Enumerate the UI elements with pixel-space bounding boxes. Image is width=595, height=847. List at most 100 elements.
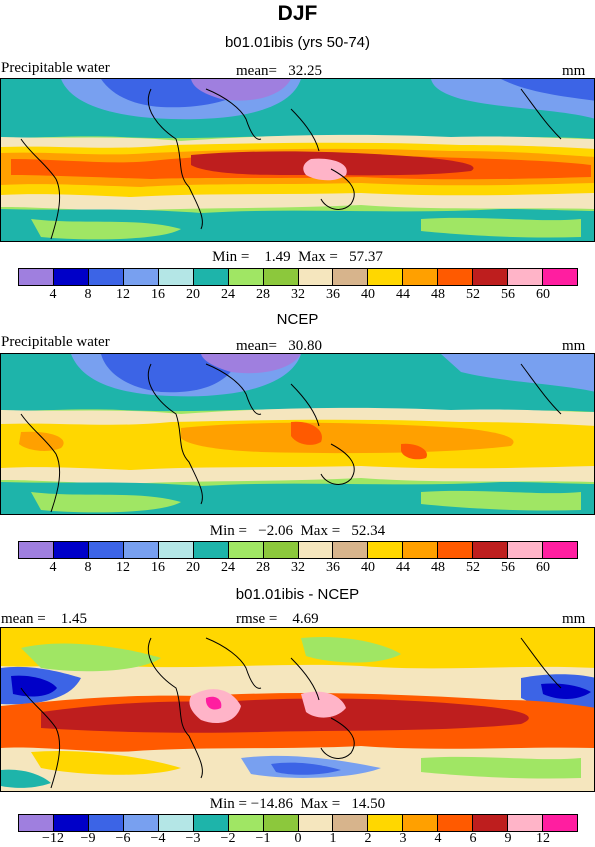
colorbar-tick-label: 12 xyxy=(536,831,550,846)
colorbar-swatch xyxy=(158,815,194,831)
colorbar-tick-label: 36 xyxy=(326,560,340,575)
colorbar-swatch xyxy=(88,269,124,285)
colorbar-swatch xyxy=(158,269,194,285)
panel-1-map xyxy=(0,78,595,242)
panel-1-colorbar xyxy=(18,268,578,286)
colorbar-swatch xyxy=(88,815,124,831)
colorbar-swatch xyxy=(19,815,54,831)
colorbar-swatch xyxy=(403,542,439,558)
colorbar-tick-label: 16 xyxy=(151,287,165,302)
colorbar-swatch xyxy=(368,542,404,558)
colorbar-tick-label: 4 xyxy=(49,287,57,302)
colorbar-swatch xyxy=(123,269,159,285)
colorbar-swatch xyxy=(473,269,509,285)
colorbar-tick-label: 20 xyxy=(186,287,200,302)
colorbar-swatch xyxy=(298,815,334,831)
colorbar-tick-label: −12 xyxy=(42,831,64,846)
panel-2-mean-label: mean= 30.80 xyxy=(236,338,322,354)
panel-3-minmax: Min = −14.86 Max = 14.50 xyxy=(209,796,386,812)
colorbar-tick-label: 32 xyxy=(291,560,305,575)
colorbar-tick-label: 9 xyxy=(504,831,512,846)
colorbar-swatch xyxy=(53,542,89,558)
panel-3-mean-label: mean = 1.45 xyxy=(1,611,87,627)
panel-2-subtitle: NCEP xyxy=(276,311,319,328)
colorbar-tick-label: 28 xyxy=(256,560,270,575)
colorbar-swatch xyxy=(333,815,369,831)
colorbar-tick-label: −9 xyxy=(80,831,96,846)
figure-title: DJF xyxy=(277,2,318,25)
colorbar-tick-label: 44 xyxy=(396,560,410,575)
panel-2-units-label: mm xyxy=(562,338,586,354)
panel-2-colorbar xyxy=(18,541,578,559)
panel-2-variable-label: Precipitable water xyxy=(1,334,110,350)
colorbar-tick-label: 8 xyxy=(84,287,92,302)
colorbar-tick-label: −2 xyxy=(220,831,236,846)
colorbar-swatch xyxy=(543,269,577,285)
panel-1-mean-label: mean= 32.25 xyxy=(236,63,322,79)
colorbar-swatch xyxy=(438,542,474,558)
colorbar-tick-label: 4 xyxy=(434,831,442,846)
colorbar-swatch xyxy=(123,815,159,831)
colorbar-swatch xyxy=(543,815,577,831)
colorbar-tick-label: −6 xyxy=(115,831,131,846)
colorbar-tick-label: 52 xyxy=(466,560,480,575)
colorbar-tick-label: 56 xyxy=(501,287,515,302)
colorbar-tick-label: 40 xyxy=(361,287,375,302)
panel-3-units-label: mm xyxy=(562,611,586,627)
colorbar-tick-label: 40 xyxy=(361,560,375,575)
colorbar-tick-label: 48 xyxy=(431,287,445,302)
colorbar-tick-label: 20 xyxy=(186,560,200,575)
colorbar-swatch xyxy=(298,542,334,558)
colorbar-swatch xyxy=(19,269,54,285)
colorbar-swatch xyxy=(228,542,264,558)
colorbar-swatch xyxy=(508,815,544,831)
colorbar-tick-label: 60 xyxy=(536,560,550,575)
panel-2-colorbar-labels: 4 8 12 16 20 24 28 32 36 40 44 48 52 56 60 xyxy=(18,560,578,576)
colorbar-swatch xyxy=(158,542,194,558)
colorbar-swatch xyxy=(403,815,439,831)
colorbar-swatch xyxy=(53,269,89,285)
colorbar-swatch xyxy=(263,269,299,285)
colorbar-swatch xyxy=(263,542,299,558)
colorbar-swatch xyxy=(438,815,474,831)
colorbar-swatch xyxy=(333,542,369,558)
colorbar-swatch xyxy=(368,269,404,285)
colorbar-tick-label: −1 xyxy=(255,831,271,846)
panel-1-colorbar-labels: 4 8 12 16 20 24 28 32 36 40 44 48 52 56 60 xyxy=(18,287,578,303)
colorbar-tick-label: −3 xyxy=(185,831,201,846)
panel-3-subtitle: b01.01ibis - NCEP xyxy=(235,586,360,603)
colorbar-swatch xyxy=(508,269,544,285)
colorbar-tick-label: 52 xyxy=(466,287,480,302)
colorbar-swatch xyxy=(403,269,439,285)
colorbar-swatch xyxy=(473,542,509,558)
colorbar-swatch xyxy=(193,815,229,831)
panel-3-map xyxy=(0,627,595,792)
colorbar-swatch xyxy=(263,815,299,831)
colorbar-swatch xyxy=(228,269,264,285)
colorbar-tick-label: 32 xyxy=(291,287,305,302)
panel-2-minmax: Min = −2.06 Max = 52.34 xyxy=(209,523,386,539)
colorbar-tick-label: 3 xyxy=(399,831,407,846)
colorbar-swatch xyxy=(228,815,264,831)
colorbar-swatch xyxy=(53,815,89,831)
panel-1-minmax: Min = 1.49 Max = 57.37 xyxy=(212,249,383,265)
colorbar-swatch xyxy=(123,542,159,558)
colorbar-tick-label: 56 xyxy=(501,560,515,575)
colorbar-tick-label: 24 xyxy=(221,287,235,302)
colorbar-tick-label: 36 xyxy=(326,287,340,302)
colorbar-swatch xyxy=(368,815,404,831)
colorbar-tick-label: 28 xyxy=(256,287,270,302)
colorbar-tick-label: 16 xyxy=(151,560,165,575)
colorbar-tick-label: 48 xyxy=(431,560,445,575)
colorbar-swatch xyxy=(298,269,334,285)
colorbar-tick-label: 24 xyxy=(221,560,235,575)
panel-1-units-label: mm xyxy=(562,63,586,79)
colorbar-tick-label: 1 xyxy=(329,831,337,846)
panel-3-rmse-label: rmse = 4.69 xyxy=(236,611,319,627)
colorbar-tick-label: 2 xyxy=(364,831,372,846)
colorbar-swatch xyxy=(508,542,544,558)
panel-3-colorbar xyxy=(18,814,578,832)
colorbar-tick-label: 60 xyxy=(536,287,550,302)
colorbar-tick-label: 4 xyxy=(49,560,57,575)
colorbar-tick-label: 0 xyxy=(294,831,302,846)
